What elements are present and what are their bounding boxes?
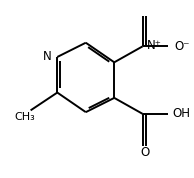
Text: O: O	[141, 146, 150, 159]
Text: CH₃: CH₃	[14, 112, 35, 122]
Text: N⁺: N⁺	[147, 39, 162, 52]
Text: O⁻: O⁻	[174, 40, 189, 53]
Text: OH: OH	[172, 107, 190, 121]
Text: N: N	[43, 49, 52, 63]
